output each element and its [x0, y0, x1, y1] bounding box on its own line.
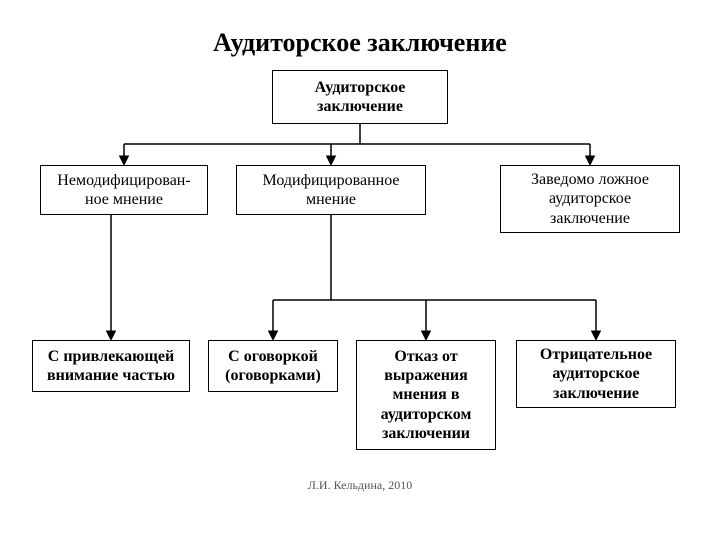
page-title: Аудиторское заключение [0, 28, 720, 58]
node-unmodified-opinion: Немодифицирован-ное мнение [40, 165, 208, 215]
node-disclaimer-opinion: Отказ отвыражениямнения ваудиторскомзакл… [356, 340, 496, 450]
root-node: Аудиторскоезаключение [272, 70, 448, 124]
node-emphasis-paragraph: С привлекающейвнимание частью [32, 340, 190, 392]
node-label: Отрицательноеаудиторскоезаключение [540, 345, 652, 403]
node-label: Немодифицирован-ное мнение [57, 171, 190, 209]
node-label: С привлекающейвнимание частью [47, 347, 175, 385]
root-label: Аудиторскоезаключение [315, 78, 406, 116]
node-label: С оговоркой(оговорками) [225, 347, 321, 385]
node-label: Модифицированноемнение [263, 171, 400, 209]
node-adverse-opinion: Отрицательноеаудиторскоезаключение [516, 340, 676, 408]
node-label: Отказ отвыражениямнения ваудиторскомзакл… [381, 347, 472, 443]
node-qualified-opinion: С оговоркой(оговорками) [208, 340, 338, 392]
footer-citation: Л.И. Кельдина, 2010 [0, 478, 720, 493]
node-knowingly-false: Заведомо ложноеаудиторскоезаключение [500, 165, 680, 233]
node-modified-opinion: Модифицированноемнение [236, 165, 426, 215]
node-label: Заведомо ложноеаудиторскоезаключение [531, 170, 649, 228]
